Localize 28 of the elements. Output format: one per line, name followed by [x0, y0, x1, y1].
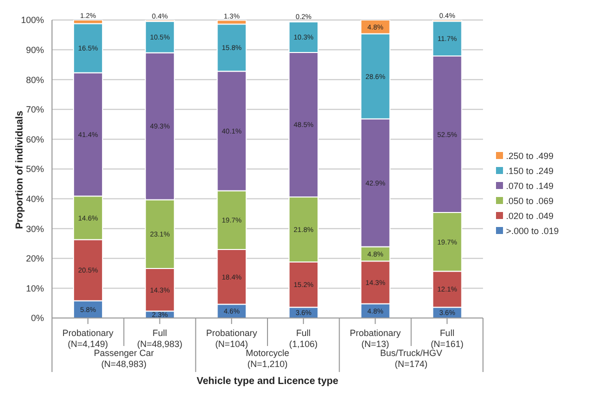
text: Motorcycle (N=1,210)	[246, 348, 290, 369]
legend-label: .150 to .249	[506, 166, 554, 176]
y-tick-label: 90%	[26, 44, 44, 55]
y-tick-label: 40%	[26, 194, 44, 204]
x-tick-label: Full (N=161)	[430, 328, 464, 349]
legend-label: >.000 to .019	[506, 226, 559, 236]
y-tick-label: 20%	[26, 254, 44, 264]
x-tick-label: Probationary (N=13)	[350, 328, 402, 349]
y-tick-label: 60%	[26, 134, 44, 144]
x-tick-label: Probationary (N=104)	[206, 328, 258, 349]
y-tick-label: 70%	[26, 104, 44, 115]
x-tick-label: Full (N=48,983)	[137, 328, 182, 349]
y-tick-label: 80%	[26, 74, 44, 85]
legend-label: .050 to .069	[506, 196, 554, 206]
text: Bus/Truck/HGV (N=174)	[380, 348, 442, 369]
y-axis-title: Proportion of individuals	[14, 110, 26, 229]
y-tick-label: 50%	[26, 164, 44, 174]
y-tick-label: 10%	[26, 283, 44, 294]
legend-label: .020 to .049	[506, 210, 554, 220]
x-tick-label: Probationary (N=4,149)	[62, 328, 114, 349]
text: Passenger Car (N=48,983)	[94, 348, 154, 369]
x-axis-title: Vehicle type and Licence type	[196, 376, 339, 387]
y-tick-label: 100%	[20, 15, 44, 26]
legend-label: .250 to .499	[506, 150, 554, 160]
legend-label: .070 to .149	[506, 180, 554, 190]
x-tick-label: Full (1,106)	[289, 328, 318, 349]
y-tick-label: 0%	[30, 313, 44, 324]
y-tick-label: 30%	[26, 224, 44, 234]
